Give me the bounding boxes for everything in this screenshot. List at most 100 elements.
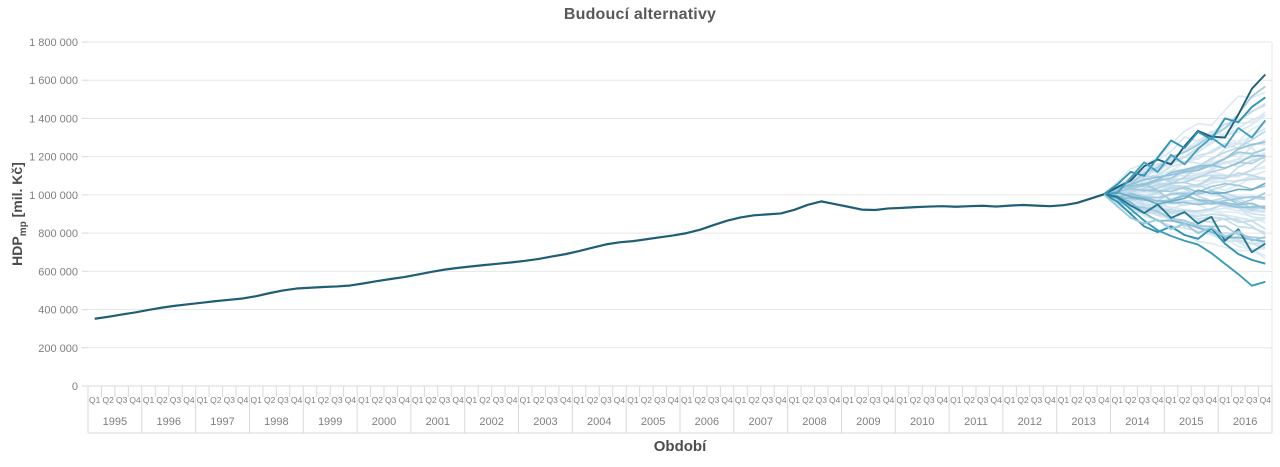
x-tick-quarter-label: Q1 (197, 395, 209, 405)
y-tick-label: 1 000 000 (29, 190, 78, 202)
x-tick-year-label: 2013 (1071, 416, 1095, 428)
chart-title: Budoucí alternativy (563, 6, 717, 23)
fan-path (1103, 182, 1266, 196)
fan-path (1103, 141, 1266, 196)
x-tick-quarter-label: Q1 (1219, 395, 1231, 405)
x-tick-quarter-label: Q3 (116, 395, 128, 405)
x-tick-quarter-label: Q4 (345, 395, 357, 405)
x-tick-quarter-label: Q4 (506, 395, 518, 405)
x-tick-year-label: 1999 (318, 416, 342, 428)
x-tick-quarter-label: Q3 (1031, 395, 1043, 405)
fan-path (1103, 182, 1266, 205)
x-tick-quarter-label: Q4 (829, 395, 841, 405)
x-tick-quarter-label: Q3 (493, 395, 505, 405)
x-tick-quarter-label: Q4 (937, 395, 949, 405)
x-tick-year-label: 1998 (264, 416, 288, 428)
fan-path (1103, 130, 1266, 196)
x-tick-quarter-label: Q1 (843, 395, 855, 405)
x-tick-year-label: 2004 (587, 416, 611, 428)
x-tick-quarter-label: Q2 (479, 395, 491, 405)
x-tick-quarter-label: Q2 (1233, 395, 1245, 405)
x-tick-year-label: 2009 (856, 416, 880, 428)
x-tick-year-label: 2002 (479, 416, 503, 428)
x-tick-quarter-label: Q3 (977, 395, 989, 405)
x-tick-quarter-label: Q3 (1139, 395, 1151, 405)
x-tick-quarter-label: Q3 (170, 395, 182, 405)
x-tick-quarter-label: Q1 (681, 395, 693, 405)
x-tick-quarter-label: Q3 (923, 395, 935, 405)
fan-path (1103, 193, 1266, 287)
x-tick-quarter-label: Q1 (143, 395, 155, 405)
x-tick-quarter-label: Q1 (1165, 395, 1177, 405)
x-tick-quarter-label: Q2 (1179, 395, 1191, 405)
y-tick-label: 0 (72, 381, 78, 393)
x-tick-year-label: 2012 (1018, 416, 1042, 428)
x-tick-year-label: 2001 (426, 416, 450, 428)
y-tick-label: 400 000 (38, 305, 78, 317)
x-tick-quarter-label: Q3 (654, 395, 666, 405)
x-tick-quarter-label: Q4 (1206, 395, 1218, 405)
x-tick-quarter-label: Q2 (964, 395, 976, 405)
x-tick-quarter-label: Q1 (896, 395, 908, 405)
x-tick-quarter-label: Q2 (210, 395, 222, 405)
x-tick-quarter-label: Q2 (156, 395, 168, 405)
x-tick-quarter-label: Q2 (748, 395, 760, 405)
x-tick-quarter-label: Q4 (1152, 395, 1164, 405)
fan-path (1103, 192, 1266, 205)
x-tick-quarter-label: Q1 (251, 395, 263, 405)
x-tick-quarter-label: Q2 (695, 395, 707, 405)
y-tick-label: 1 600 000 (29, 75, 78, 87)
x-tick-quarter-label: Q1 (304, 395, 316, 405)
x-tick-quarter-label: Q4 (399, 395, 411, 405)
x-tick-quarter-label: Q4 (991, 395, 1003, 405)
x-tick-quarter-label: Q2 (264, 395, 276, 405)
x-tick-quarter-label: Q1 (1004, 395, 1016, 405)
x-tick-year-label: 1996 (156, 416, 180, 428)
x-tick-year-label: 2010 (910, 416, 934, 428)
y-tick-label: 1 400 000 (29, 113, 78, 125)
x-tick-year-label: 2014 (1125, 416, 1149, 428)
x-tick-quarter-label: Q3 (331, 395, 343, 405)
x-tick-quarter-label: Q3 (547, 395, 559, 405)
x-tick-quarter-label: Q4 (129, 395, 141, 405)
fan-path (1103, 193, 1266, 265)
x-tick-quarter-label: Q3 (224, 395, 236, 405)
x-tick-year-label: 2011 (964, 416, 988, 428)
x-tick-year-label: 2006 (695, 416, 719, 428)
x-tick-quarter-label: Q3 (1085, 395, 1097, 405)
x-tick-quarter-label: Q1 (89, 395, 101, 405)
x-tick-quarter-label: Q4 (183, 395, 195, 405)
x-tick-year-label: 1995 (103, 416, 127, 428)
x-tick-quarter-label: Q2 (533, 395, 545, 405)
x-tick-quarter-label: Q4 (452, 395, 464, 405)
x-tick-quarter-label: Q1 (412, 395, 424, 405)
x-axis-title: Období (653, 438, 707, 455)
x-tick-year-label: 2000 (372, 416, 396, 428)
x-tick-quarter-label: Q1 (789, 395, 801, 405)
fan-path (1103, 73, 1266, 196)
x-tick-quarter-label: Q4 (560, 395, 572, 405)
x-tick-year-label: 2008 (802, 416, 826, 428)
x-tick-quarter-label: Q4 (1260, 395, 1272, 405)
y-tick-label: 1 200 000 (29, 152, 78, 164)
y-tick-label: 600 000 (38, 266, 78, 278)
fan-path (1103, 119, 1267, 196)
y-tick-label: 800 000 (38, 228, 78, 240)
x-tick-quarter-label: Q1 (627, 395, 639, 405)
x-tick-quarter-label: Q3 (600, 395, 612, 405)
x-tick-quarter-label: Q2 (103, 395, 115, 405)
x-tick-quarter-label: Q2 (641, 395, 653, 405)
x-tick-year-label: 2005 (641, 416, 665, 428)
x-tick-quarter-label: Q1 (466, 395, 478, 405)
x-tick-quarter-label: Q1 (520, 395, 532, 405)
x-tick-quarter-label: Q1 (950, 395, 962, 405)
x-tick-quarter-label: Q2 (910, 395, 922, 405)
x-tick-quarter-label: Q2 (856, 395, 868, 405)
x-tick-quarter-label: Q1 (573, 395, 585, 405)
x-tick-quarter-label: Q1 (1112, 395, 1124, 405)
x-tick-quarter-label: Q2 (318, 395, 330, 405)
x-tick-quarter-label: Q2 (1017, 395, 1029, 405)
fan-path (1103, 96, 1266, 196)
x-tick-year-label: 1997 (210, 416, 234, 428)
